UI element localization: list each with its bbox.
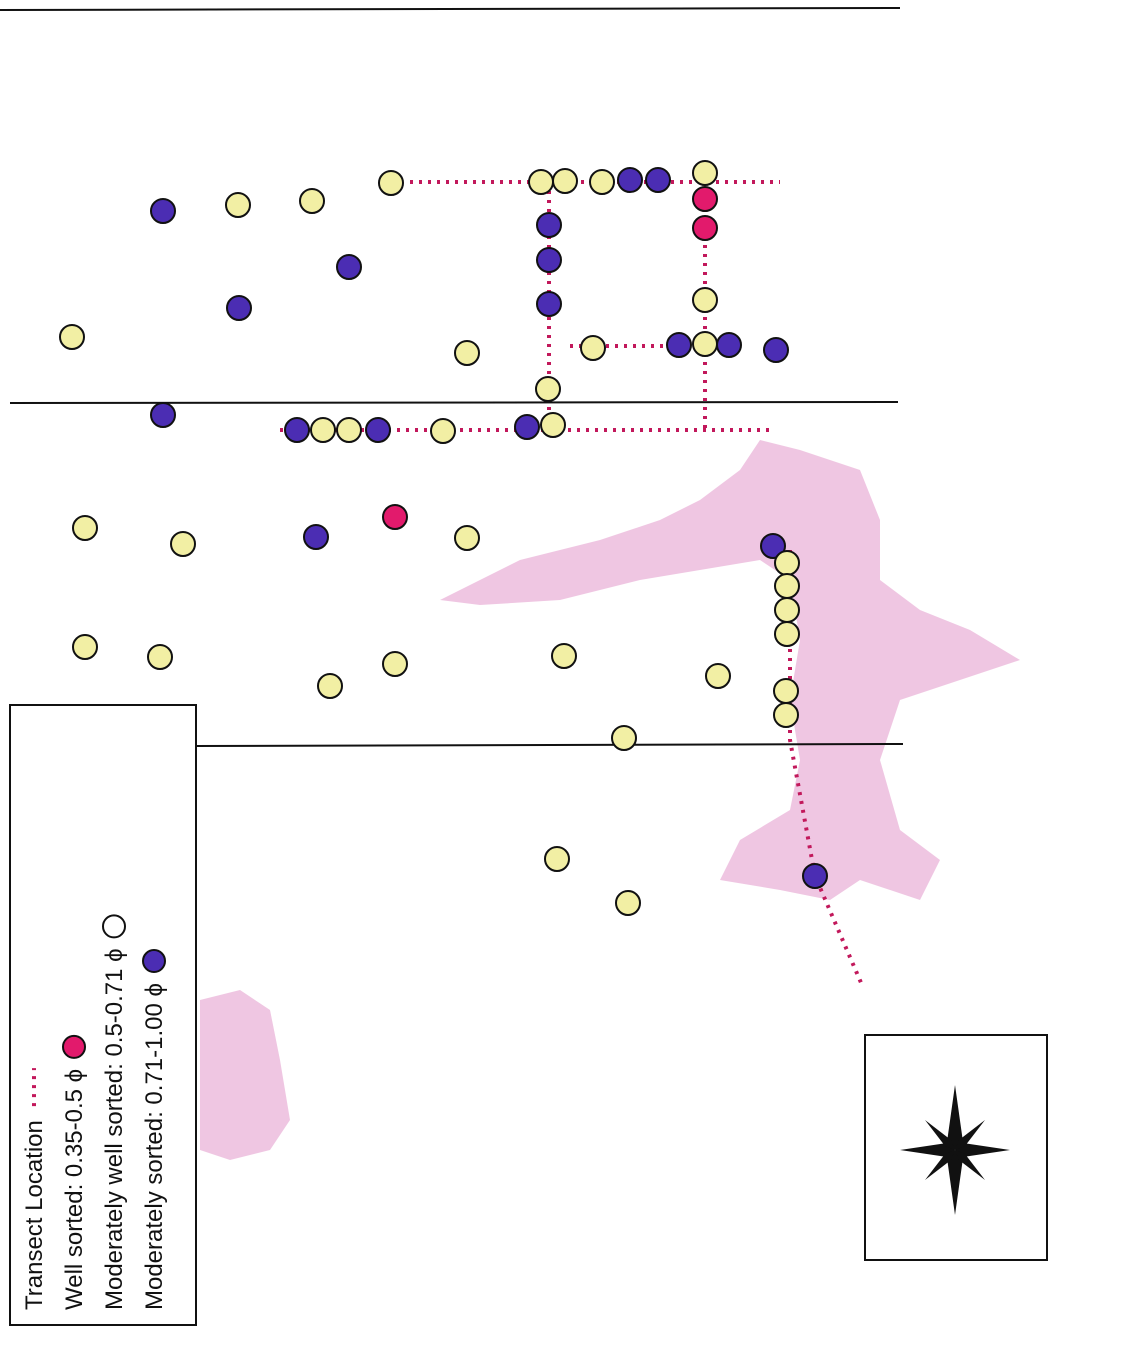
map: Transect Location Well sorted: 0.35-0.5 ϕ… — [0, 0, 1121, 1349]
sample-point — [151, 403, 175, 427]
sample-point — [227, 296, 251, 320]
legend-label: Moderately well sorted: 0.5-0.71 ϕ — [101, 948, 128, 1310]
legend-symbol — [103, 915, 125, 937]
sample-point — [545, 847, 569, 871]
sample-point — [581, 336, 605, 360]
legend-label: Well sorted: 0.35-0.5 ϕ — [61, 1069, 88, 1310]
sample-point — [764, 338, 788, 362]
sample-point — [774, 703, 798, 727]
sample-point — [541, 413, 565, 437]
sample-point — [383, 652, 407, 676]
sample-point — [226, 193, 250, 217]
legend-item: Moderately sorted: 0.71-1.00 ϕ — [141, 950, 168, 1310]
sample-point — [455, 341, 479, 365]
sample-point — [693, 288, 717, 312]
legend-item: Moderately well sorted: 0.5-0.71 ϕ — [101, 915, 128, 1310]
sample-point — [774, 679, 798, 703]
sample-point — [552, 644, 576, 668]
sample-point — [311, 418, 335, 442]
sample-point — [366, 418, 390, 442]
sample-point — [455, 526, 479, 550]
legend-symbol — [63, 1036, 85, 1058]
sample-point — [337, 255, 361, 279]
legend: Transect Location Well sorted: 0.35-0.5 ϕ… — [10, 705, 196, 1325]
sample-point — [693, 161, 717, 185]
sample-point — [379, 171, 403, 195]
sample-point — [537, 248, 561, 272]
sample-point — [536, 377, 560, 401]
sample-point — [73, 635, 97, 659]
sample-point — [148, 645, 172, 669]
sample-point — [537, 213, 561, 237]
sample-point — [706, 664, 730, 688]
sample-point — [60, 325, 84, 349]
sample-point — [693, 332, 717, 356]
sample-point — [693, 187, 717, 211]
sample-point — [383, 505, 407, 529]
sample-point — [285, 418, 309, 442]
legend-symbol — [143, 950, 165, 972]
sample-point — [667, 333, 691, 357]
sample-point — [775, 574, 799, 598]
sample-point — [590, 170, 614, 194]
sample-point — [337, 418, 361, 442]
sample-point — [537, 292, 561, 316]
north-arrow — [865, 1035, 1047, 1260]
sample-point — [73, 516, 97, 540]
sample-point — [151, 199, 175, 223]
sample-point — [300, 189, 324, 213]
sample-point — [318, 674, 342, 698]
sample-point — [775, 551, 799, 575]
sample-point — [616, 891, 640, 915]
legend-label: Moderately sorted: 0.71-1.00 ϕ — [141, 983, 168, 1310]
legend-item: Well sorted: 0.35-0.5 ϕ — [61, 1036, 88, 1310]
sample-point — [803, 864, 827, 888]
sample-point — [775, 622, 799, 646]
legend-label: Transect Location — [21, 1120, 48, 1310]
sample-point — [618, 168, 642, 192]
sample-point — [646, 168, 670, 192]
sample-point — [431, 419, 455, 443]
sample-point — [775, 598, 799, 622]
sample-point — [304, 525, 328, 549]
sample-point — [515, 415, 539, 439]
sample-point — [529, 170, 553, 194]
sample-point — [171, 532, 195, 556]
sample-point — [717, 333, 741, 357]
sample-point — [612, 726, 636, 750]
sample-point — [553, 169, 577, 193]
sample-point — [693, 216, 717, 240]
